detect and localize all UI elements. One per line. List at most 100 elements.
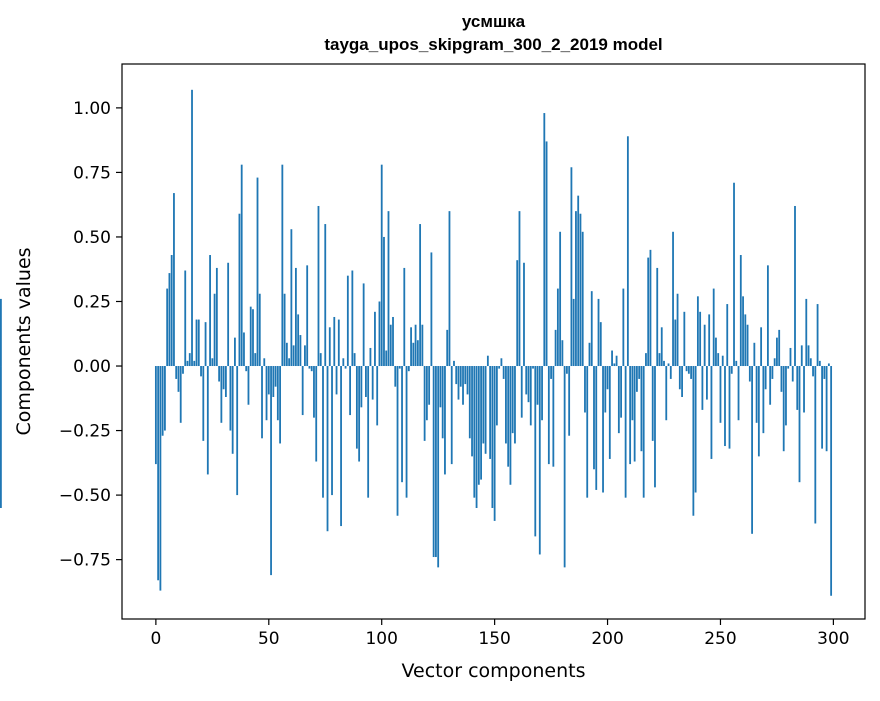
bar-197	[599, 322, 602, 367]
y-tick-label: −0.25	[59, 422, 111, 442]
bar-237	[690, 366, 693, 379]
bar-53	[274, 366, 277, 387]
bar-146	[484, 366, 487, 454]
bar-39	[243, 332, 245, 367]
bar-171	[541, 366, 543, 421]
bar-82	[340, 366, 342, 527]
bar-151	[495, 366, 498, 426]
y-axis: −0.75 −0.50 −0.25 0.00 0.25 0.50 0.75 1.00	[59, 99, 122, 571]
bar-239	[694, 366, 697, 493]
bar-242	[701, 366, 704, 410]
bar-71	[315, 366, 318, 462]
x-tick-label: 250	[704, 629, 736, 649]
bar-277	[780, 366, 783, 392]
bar-120	[425, 366, 428, 421]
bar-148	[489, 366, 492, 459]
bar-247	[712, 288, 715, 367]
bar-140	[471, 366, 473, 457]
bar-218	[647, 257, 650, 367]
bar-170	[538, 366, 541, 555]
bar-271	[766, 265, 769, 367]
bar-232	[678, 366, 681, 390]
bar-58	[285, 342, 288, 367]
y-tick-label: 1.00	[73, 99, 111, 119]
bar-68	[308, 366, 311, 369]
bar-179	[559, 231, 562, 367]
y-tick-label: 0.25	[73, 292, 111, 312]
bar-124	[435, 366, 437, 558]
bar-173	[545, 141, 548, 367]
bar-135	[459, 366, 462, 387]
bar-45	[256, 177, 259, 367]
bar-19	[197, 319, 200, 367]
bar-67	[306, 265, 309, 367]
bar-200	[606, 366, 609, 390]
bar-191	[586, 366, 589, 498]
bar-18	[195, 319, 198, 367]
bar-260	[742, 296, 744, 367]
bar-132	[453, 360, 455, 367]
bar-190	[584, 366, 586, 413]
bar-72	[317, 205, 320, 367]
bar-27	[215, 267, 218, 367]
bar-125	[437, 366, 440, 568]
bar-144	[480, 366, 482, 480]
bar-40	[245, 366, 248, 372]
bar-185	[572, 298, 575, 367]
bar-46	[258, 293, 261, 367]
bar-89	[355, 366, 358, 449]
bar-154	[502, 366, 505, 379]
bar-284	[796, 366, 799, 410]
bar-246	[710, 366, 713, 459]
bar-153	[500, 358, 503, 367]
bar-235	[685, 366, 688, 372]
bar-220	[651, 366, 654, 441]
bar-209	[626, 136, 629, 367]
bar-163	[523, 262, 525, 367]
bar-202	[611, 350, 613, 367]
bar-100	[380, 164, 383, 367]
bar-35	[234, 337, 236, 367]
bar-266	[755, 366, 758, 423]
bar-236	[687, 366, 690, 374]
bar-245	[708, 314, 711, 367]
bar-241	[699, 311, 702, 367]
y-tick-label: 0.00	[73, 357, 111, 377]
bar-187	[577, 195, 580, 367]
bar-216	[642, 366, 645, 498]
bar-299	[830, 366, 833, 596]
bar-133	[455, 366, 458, 385]
bar-264	[751, 366, 753, 534]
bar-164	[525, 366, 528, 395]
bar-137	[464, 366, 467, 385]
bar-139	[468, 366, 471, 439]
bar-184	[570, 167, 573, 367]
bar-225	[663, 360, 665, 367]
bar-228	[669, 366, 672, 379]
bar-29	[220, 366, 223, 423]
bar-61	[292, 345, 295, 367]
bar-193	[590, 291, 593, 367]
bar-213	[636, 366, 638, 392]
bar-227	[667, 363, 670, 367]
bar-169	[536, 366, 539, 405]
bar-47	[261, 366, 263, 439]
bar-194	[593, 366, 595, 470]
bar-155	[505, 366, 507, 444]
bar-4	[164, 366, 166, 431]
bar-212	[633, 366, 636, 462]
bar-65	[301, 366, 304, 416]
bar-122	[430, 252, 433, 367]
bar-263	[748, 366, 751, 382]
bar-295	[821, 366, 823, 449]
bar-44	[254, 353, 257, 367]
bar-256	[733, 182, 735, 367]
x-tick-label: 200	[591, 629, 623, 649]
bar-278	[782, 366, 785, 452]
bar-211	[631, 366, 634, 421]
bar-110	[403, 267, 406, 367]
bar-272	[769, 366, 772, 405]
bar-204	[615, 355, 618, 367]
bar-175	[550, 366, 552, 379]
bar-62	[294, 267, 297, 367]
